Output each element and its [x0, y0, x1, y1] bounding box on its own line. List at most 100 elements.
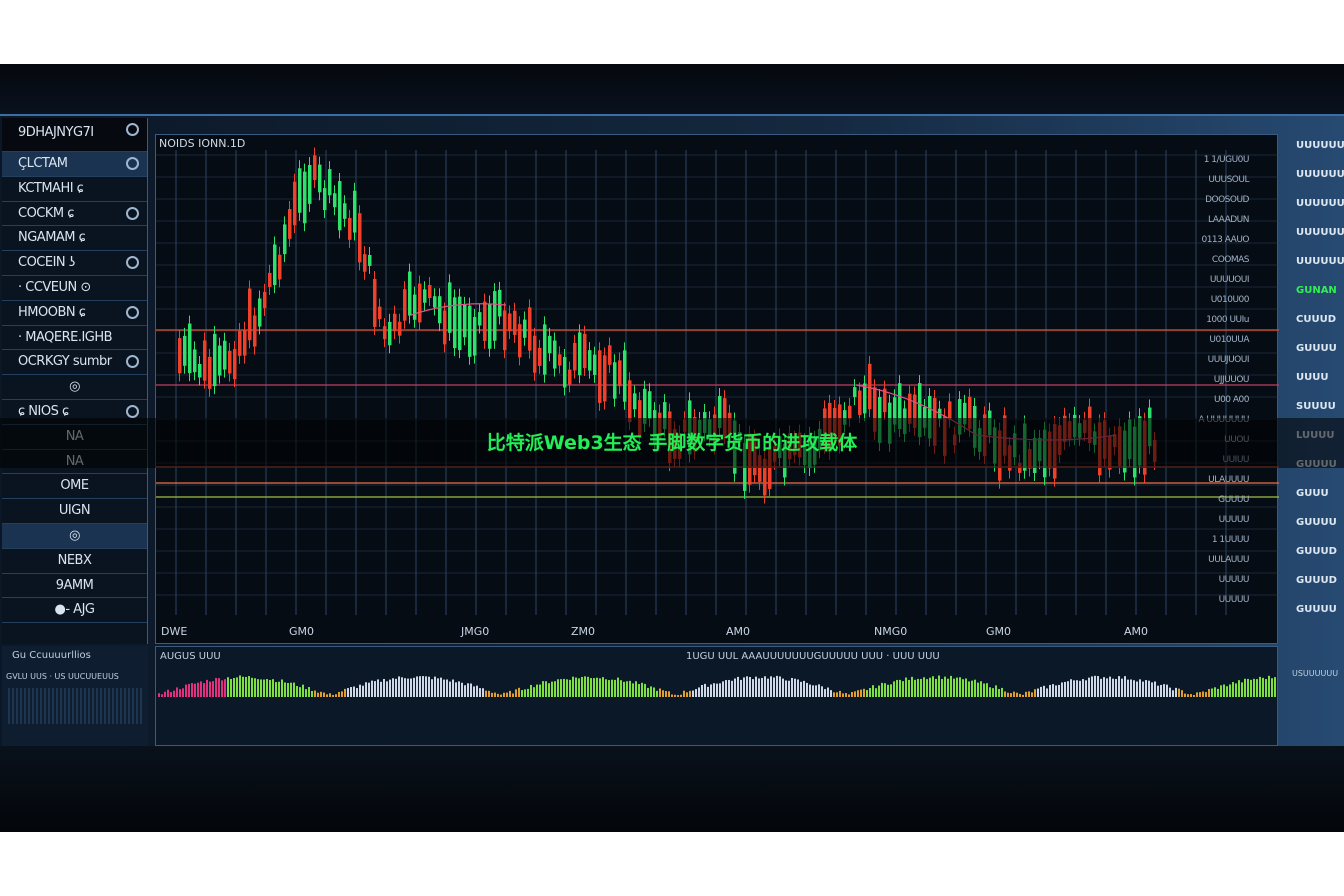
candle — [373, 278, 377, 327]
oscillator-bar — [866, 690, 868, 697]
oscillator-bar — [230, 678, 232, 697]
candle — [718, 396, 722, 428]
oscillator-bar — [1151, 682, 1153, 697]
oscillator-bar — [1226, 686, 1228, 697]
oscillator-bar — [491, 692, 493, 697]
oscillator-bar — [398, 676, 400, 697]
oscillator-bar — [848, 694, 850, 697]
oscillator-bar — [224, 679, 226, 697]
oscillator-bar — [1058, 684, 1060, 697]
oscillator-bar — [179, 689, 181, 697]
sidebar-item[interactable]: ●- AJG — [2, 598, 147, 624]
candle — [368, 254, 372, 266]
candle — [308, 165, 312, 204]
candle — [613, 362, 617, 399]
oscillator-bar — [593, 678, 595, 697]
oscillator-bar — [1256, 679, 1258, 697]
oscillator-bar — [347, 688, 349, 697]
candle — [518, 324, 522, 358]
oscillator-bar — [1259, 676, 1261, 697]
oscillator-bar — [485, 690, 487, 697]
oscillator-bar — [797, 679, 799, 697]
sidebar-item[interactable]: ÇLCTAM — [2, 152, 147, 177]
oscillator-bar — [509, 690, 511, 697]
oscillator-bar — [470, 683, 472, 697]
sidebar-item[interactable]: 9AMM — [2, 574, 147, 599]
oscillator-bar — [707, 686, 709, 697]
oscillator-bar — [1019, 693, 1021, 697]
sidebar-item[interactable]: HMOOBN ɕ — [2, 301, 147, 326]
oscillator-bar — [533, 687, 535, 697]
oscillator-bar — [1067, 681, 1069, 697]
oscillator-bar — [950, 675, 952, 697]
sidebar-item[interactable]: COCKM ɕ — [2, 202, 147, 227]
oscillator-bar — [962, 679, 964, 697]
sidebar-item[interactable] — [2, 623, 147, 648]
oscillator-bar — [389, 679, 391, 697]
chart-title: NOIDS IONN.1D — [159, 137, 246, 150]
candle — [423, 289, 427, 303]
candle — [278, 254, 282, 280]
y-axis-label: UULAUUU — [1208, 555, 1249, 565]
sidebar-item[interactable]: · MAQERE.IGHB — [2, 326, 147, 351]
oscillator-bar — [959, 677, 961, 697]
oscillator-bar — [401, 677, 403, 697]
oscillator-bar — [947, 678, 949, 697]
sidebar-item-label: ɕ NIOS ɕ — [18, 403, 69, 419]
sidebar-item[interactable]: COCEIN ʖ — [2, 251, 147, 276]
indicator-panel[interactable]: AUGUS UUU 1UGU UUL AAAUUUUUUUGUUUUU UUU … — [155, 646, 1278, 746]
oscillator-bar — [932, 676, 934, 697]
oscillator-bar — [1268, 675, 1270, 697]
oscillator-bar — [557, 679, 559, 697]
oscillator-bar — [1055, 685, 1057, 697]
sidebar-item[interactable]: KCTMAHI ɕ — [2, 177, 147, 202]
price-chart[interactable]: NOIDS IONN.1D 1 1/UGU0U UUUSOUL DOOSOUD LAA… — [155, 134, 1279, 644]
sidebar-item[interactable]: ◎ — [2, 375, 147, 400]
sidebar-item[interactable]: OCRKGY sumbr — [2, 350, 147, 376]
oscillator-bar — [341, 691, 343, 697]
oscillator-bar — [1193, 695, 1195, 697]
oscillator-bar — [674, 694, 676, 697]
oscillator-bar — [542, 681, 544, 697]
oscillator-bar — [887, 684, 889, 697]
oscillator-bar — [1088, 677, 1090, 697]
sidebar-item[interactable]: ◎ — [2, 523, 147, 549]
candle — [353, 190, 357, 233]
oscillator-bar — [1061, 682, 1063, 697]
oscillator-bar — [1205, 692, 1207, 697]
candle — [258, 298, 262, 327]
oscillator-bar — [1049, 684, 1051, 697]
oscillator-bar — [218, 678, 220, 697]
right-label: UUUUUU — [1296, 198, 1344, 209]
oscillator-bar — [1199, 692, 1201, 697]
sidebar-header: 9DHAJNYG7I — [2, 118, 147, 152]
oscillator-bar — [437, 678, 439, 697]
oscillator-bar — [815, 685, 817, 697]
candle — [593, 354, 597, 375]
candle — [248, 288, 252, 341]
sidebar-item[interactable]: OME — [2, 474, 147, 500]
candle — [203, 340, 207, 381]
oscillator-bar — [893, 681, 895, 697]
x-axis-label: NMG0 — [874, 625, 908, 638]
oscillator-bar — [293, 682, 295, 697]
sidebar-item[interactable]: NEBX — [2, 549, 147, 574]
candle — [513, 310, 517, 335]
oscillator-bar — [677, 695, 679, 697]
oscillator-bar — [863, 688, 865, 697]
y-axis-label: U00 A00 — [1213, 395, 1250, 405]
y-axis-label: GUUUU — [1218, 495, 1249, 505]
candle — [323, 188, 327, 211]
oscillator-bar — [899, 679, 901, 697]
sidebar-item[interactable]: UIGN — [2, 499, 147, 524]
sidebar-item[interactable]: · CCVEUN ⊙ — [2, 276, 147, 301]
candle — [243, 329, 247, 356]
oscillator-bar — [326, 694, 328, 697]
sidebar-item-label: ÇLCTAM — [18, 156, 68, 171]
oscillator-bar — [731, 680, 733, 697]
oscillator-bar — [431, 679, 433, 697]
oscillator-bar — [170, 692, 172, 697]
oscillator-bar — [1271, 678, 1273, 697]
sidebar-item[interactable]: NGAMAM ɕ — [2, 226, 147, 252]
oscillator-bar — [827, 687, 829, 697]
